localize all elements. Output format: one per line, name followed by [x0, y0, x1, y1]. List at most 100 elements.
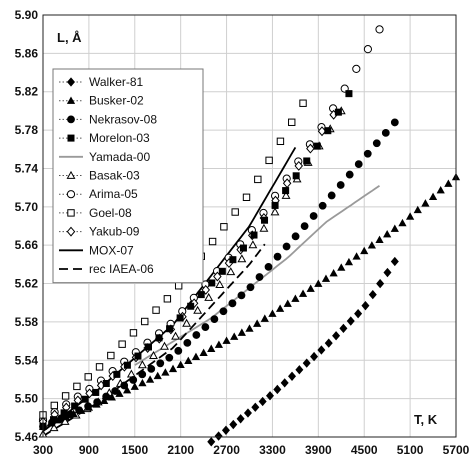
- data-point-basak-03: [171, 331, 181, 340]
- legend-item-rec-iaea-06: rec IAEA-06: [59, 262, 154, 276]
- data-point-nekrasov-08: [363, 149, 372, 158]
- data-point-morelon-03: [144, 343, 152, 351]
- data-point-busker-02: [329, 268, 338, 277]
- data-point-goel-08: [84, 373, 92, 381]
- legend-label-yamada-00: Yamada-00: [89, 150, 150, 164]
- y-tick-label: 5.62: [15, 277, 39, 291]
- data-point-busker-02: [406, 212, 415, 220]
- data-point-walker-81: [361, 301, 370, 311]
- data-point-basak-03: [259, 223, 269, 232]
- y-axis-title: L, Å: [57, 30, 82, 45]
- data-point-morelon-03: [292, 172, 300, 180]
- data-point-goel-08: [242, 193, 251, 201]
- data-point-busker-02: [344, 257, 354, 266]
- data-point-morelon-03: [102, 379, 110, 387]
- data-point-busker-02: [314, 279, 323, 287]
- data-point-morelon-03: [239, 244, 247, 252]
- data-point-busker-02: [138, 378, 147, 387]
- data-point-basak-03: [160, 341, 169, 350]
- legend-swatch-basak-03: [66, 170, 76, 179]
- data-point-walker-81: [376, 278, 385, 289]
- data-point-nekrasov-08: [129, 376, 138, 384]
- data-point-goel-08: [231, 208, 239, 216]
- legend-swatch-yakub-09: [66, 226, 76, 237]
- data-point-nekrasov-08: [165, 353, 174, 362]
- plot-frame: [42, 14, 457, 438]
- data-point-nekrasov-08: [282, 242, 291, 251]
- data-point-nekrasov-08: [183, 339, 192, 347]
- data-point-nekrasov-08: [111, 387, 120, 395]
- data-point-busker-02: [184, 356, 193, 365]
- data-point-busker-02: [214, 340, 224, 348]
- legend-item-goel-08: Goel-08: [59, 206, 132, 220]
- y-tick-label: 5.82: [15, 85, 39, 99]
- data-point-goel-08: [220, 223, 228, 231]
- series-morelon-03: [39, 90, 353, 430]
- data-point-nekrasov-08: [318, 201, 327, 210]
- data-point-busker-02: [421, 199, 430, 207]
- data-point-goel-08: [107, 351, 115, 360]
- data-point-goel-08: [73, 382, 81, 391]
- legend-swatch-goel-08: [67, 209, 75, 217]
- data-point-busker-02: [107, 393, 116, 401]
- data-point-walker-81: [383, 267, 392, 278]
- legend-item-basak-03: Basak-03: [59, 169, 140, 183]
- data-point-morelon-03: [197, 291, 205, 299]
- data-point-arima-05: [363, 45, 373, 54]
- legend-label-morelon-03: Morelon-03: [89, 131, 150, 145]
- legend-label-busker-02: Busker-02: [89, 94, 144, 108]
- data-point-walker-81: [229, 419, 238, 430]
- data-point-goel-08: [95, 363, 104, 371]
- data-point-morelon-03: [250, 231, 258, 239]
- data-point-nekrasov-08: [192, 331, 201, 339]
- data-point-nekrasov-08: [264, 262, 273, 271]
- legend-label-mox-07: MOX-07: [89, 243, 134, 257]
- data-point-basak-03: [248, 240, 258, 249]
- data-point-morelon-03: [113, 370, 121, 378]
- data-point-busker-02: [161, 368, 170, 376]
- legend-item-yakub-09: Yakub-09: [59, 225, 140, 239]
- legend-item-walker-81: Walker-81: [59, 75, 144, 89]
- series-yamada-00: [134, 184, 381, 366]
- data-point-goel-08: [152, 306, 160, 314]
- data-point-basak-03: [149, 350, 158, 359]
- data-point-busker-02: [268, 309, 277, 317]
- data-point-busker-02: [436, 186, 445, 194]
- data-point-morelon-03: [271, 201, 279, 209]
- data-point-busker-02: [360, 246, 369, 255]
- data-point-yakub-09: [85, 388, 94, 399]
- data-point-morelon-03: [92, 388, 100, 396]
- data-point-walker-81: [288, 371, 297, 381]
- y-tick-label: 5.66: [15, 238, 39, 252]
- y-tick-label: 5.54: [15, 353, 39, 367]
- data-point-morelon-03: [229, 256, 237, 264]
- y-tick-label: 5.70: [15, 200, 39, 214]
- data-point-walker-81: [346, 316, 355, 326]
- data-point-walker-81: [339, 323, 348, 334]
- data-point-nekrasov-08: [156, 359, 165, 368]
- data-point-walker-81: [280, 378, 289, 388]
- data-point-goel-08: [208, 237, 217, 246]
- data-point-busker-02: [153, 371, 162, 380]
- data-point-nekrasov-08: [120, 381, 129, 390]
- data-point-basak-03: [182, 318, 192, 327]
- data-point-walker-81: [251, 402, 260, 412]
- data-point-walker-81: [273, 384, 282, 395]
- data-point-basak-03: [237, 254, 247, 263]
- data-point-walker-81: [207, 437, 216, 447]
- legend-item-busker-02: Busker-02: [59, 94, 144, 108]
- data-point-goel-08: [118, 340, 126, 348]
- data-point-nekrasov-08: [219, 307, 228, 316]
- data-point-walker-81: [258, 396, 267, 407]
- data-point-busker-02: [222, 336, 231, 344]
- legend-swatch-walker-81: [67, 77, 75, 87]
- data-point-busker-02: [130, 382, 139, 390]
- x-tick-label: 900: [79, 443, 99, 457]
- data-point-walker-81: [243, 408, 252, 418]
- data-point-goel-08: [276, 137, 285, 146]
- data-point-walker-81: [236, 414, 245, 424]
- legend-label-goel-08: Goel-08: [89, 206, 132, 220]
- x-tick-label: 2100: [167, 443, 194, 457]
- legend-label-yakub-09: Yakub-09: [89, 225, 140, 239]
